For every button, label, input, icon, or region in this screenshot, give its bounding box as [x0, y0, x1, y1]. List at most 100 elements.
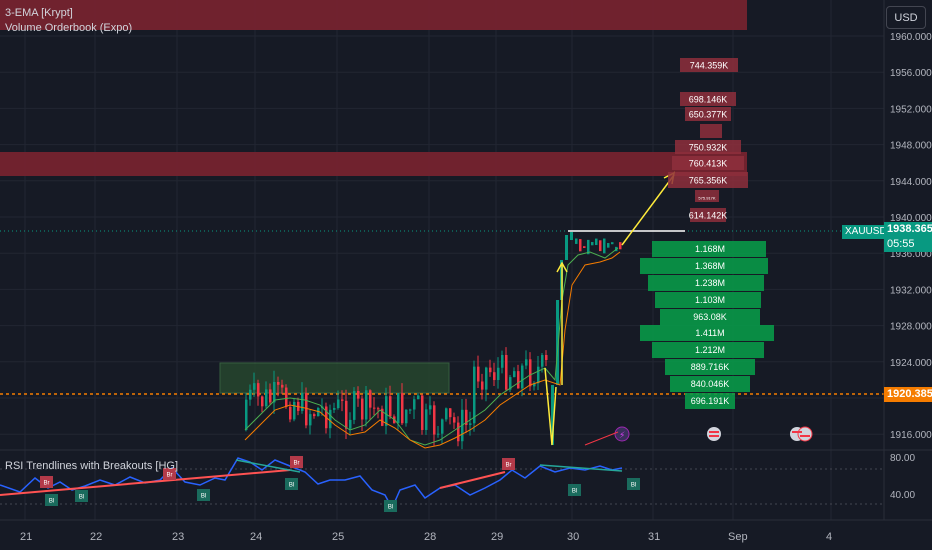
- time-tick-label: 25: [332, 531, 344, 543]
- candle-body: [521, 365, 524, 389]
- orderbook-bid-bar: [655, 292, 761, 308]
- time-tick-label: 23: [172, 531, 184, 543]
- resistance-zone-mid: [0, 152, 747, 176]
- candle-body: [441, 419, 444, 434]
- candle-body: [619, 242, 622, 250]
- candle-body: [273, 382, 276, 403]
- candle-body: [473, 366, 476, 424]
- orderbook-bid-bar: [640, 325, 774, 341]
- price-tick-label: 1952.000: [890, 104, 932, 115]
- candle-body: [373, 407, 376, 409]
- currency-button[interactable]: USD: [886, 6, 926, 29]
- rsi-tick-label: 40.00: [890, 490, 915, 501]
- candle-body: [409, 409, 412, 411]
- candle-body: [261, 396, 264, 407]
- candle-body: [245, 399, 248, 430]
- price-tick-label: 1924.000: [890, 358, 932, 369]
- time-tick-label: 24: [250, 531, 262, 543]
- time-tick-label: Sep: [728, 531, 748, 543]
- rsi-line: [0, 457, 623, 510]
- candle-body: [433, 405, 436, 435]
- candle-body: [551, 385, 554, 445]
- candle-body: [449, 408, 452, 418]
- candle-body: [337, 399, 340, 409]
- breakout-label-text: Bl: [572, 489, 577, 495]
- time-axis[interactable]: 21 22 23 24 25 28 29 30 31 Sep 4: [20, 531, 832, 543]
- orderbook-ask-label: 650.377K: [689, 110, 728, 120]
- candle-body: [545, 355, 548, 361]
- breakout-label-text: Bl: [631, 483, 636, 489]
- breakout-label-text: Bl: [201, 494, 206, 500]
- resistance-zone-top: [0, 0, 747, 30]
- breakout-label-text: Bl: [388, 505, 393, 511]
- time-tick-label: 22: [90, 531, 102, 543]
- time-tick-label: 30: [567, 531, 579, 543]
- candle-body: [437, 433, 440, 435]
- rsi-trendline-4: [539, 464, 623, 472]
- candle-body: [591, 242, 594, 246]
- orderbook-ask-bar: [680, 58, 738, 72]
- price-tick-label: 1916.000: [890, 430, 932, 441]
- candle-body: [285, 387, 288, 407]
- orderbook-ask-bar: [675, 140, 741, 154]
- candle-body: [575, 238, 578, 244]
- candle-body: [345, 400, 348, 429]
- last-price-value: 1938.365: [887, 223, 932, 235]
- rsi-tick-label: 80.00: [890, 453, 915, 464]
- candle-body: [253, 383, 256, 390]
- candle-body: [277, 382, 280, 385]
- orderbook-ask-bar: [685, 107, 731, 121]
- time-tick-label: 29: [491, 531, 503, 543]
- rsi-indicator-title[interactable]: RSI Trendlines with Breakouts [HG]: [5, 460, 179, 472]
- candle-body: [389, 396, 392, 417]
- rsi-axis[interactable]: 80.00 40.00: [890, 453, 915, 501]
- orderbook-bid-label: 840.046K: [691, 379, 730, 389]
- orderbook-ask-bar: [680, 92, 736, 106]
- orderbook-bid-bar: [665, 359, 755, 375]
- projection-arrows: [544, 171, 676, 446]
- candle-body: [453, 417, 456, 423]
- candle-body: [305, 393, 308, 426]
- candle-body: [421, 395, 424, 430]
- candle-body: [357, 390, 360, 399]
- time-tick-label: 28: [424, 531, 436, 543]
- ema-fast: [244, 247, 619, 446]
- price-tick-label: 1932.000: [890, 285, 932, 296]
- candle-body: [341, 399, 344, 401]
- candle-body: [397, 393, 400, 424]
- lightning-event-icon: [614, 426, 630, 442]
- breakout-labels: Br Br Br Br Bl Bl Bl Bl Bl Bl Bl: [40, 456, 640, 512]
- orderbook-ask-bar: [690, 208, 726, 222]
- ema-indicator-title[interactable]: 3-EMA [Krypt]: [5, 7, 73, 19]
- rsi-trendline-3: [439, 471, 506, 489]
- candle-body: [595, 238, 598, 246]
- candle-body: [517, 371, 520, 389]
- candle-body: [377, 408, 380, 410]
- candle-body: [556, 300, 559, 385]
- breakout-label-bear: [40, 476, 53, 488]
- candle-body: [313, 414, 316, 417]
- orderbook-ask-bar: [672, 156, 744, 170]
- candle-body: [509, 377, 512, 390]
- candle-body: [401, 393, 404, 424]
- volume-orderbook: 744.359K 698.146K 650.377K 750.932K 760.413K…: [640, 58, 774, 409]
- breakout-label-bull: [197, 489, 210, 501]
- candle-body: [413, 399, 416, 410]
- breakout-label-text: Bl: [289, 483, 294, 489]
- candle-body: [457, 422, 460, 442]
- vob-indicator-title[interactable]: Volume Orderbook (Expo): [5, 22, 133, 34]
- orderbook-bid-label: 1.368M: [695, 261, 725, 271]
- breakout-label-text: Bl: [49, 499, 54, 505]
- candle-body: [603, 238, 606, 254]
- candles: [245, 232, 622, 450]
- orderbook-ask-bar: [695, 190, 719, 202]
- candle-body: [533, 383, 536, 387]
- orderbook-bid-label: 889.716K: [691, 362, 730, 372]
- candle-body: [489, 367, 492, 373]
- candle-body: [445, 408, 448, 420]
- candle-body: [513, 371, 516, 378]
- event-icons[interactable]: ⚡: [614, 426, 813, 442]
- event-trend-line: [584, 431, 619, 446]
- candle-body: [317, 408, 320, 417]
